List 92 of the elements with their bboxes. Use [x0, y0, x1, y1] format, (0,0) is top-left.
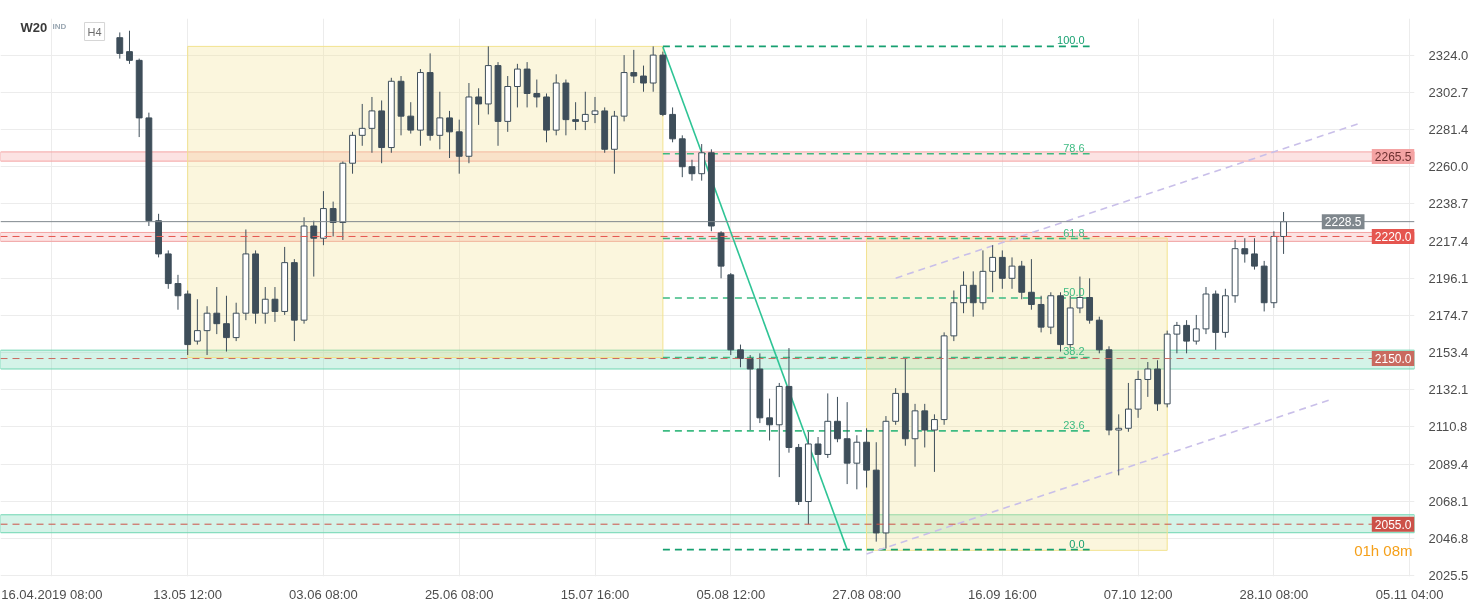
candlestick [1115, 413, 1123, 476]
annotation: H4 [87, 25, 102, 38]
y-tick-label: 2324.0 [1428, 47, 1469, 63]
y-tick-label: 2068.1 [1428, 493, 1469, 509]
y-tick-label: 2174.7 [1428, 307, 1469, 323]
series-label: 0.0 [1069, 537, 1085, 550]
candlestick [998, 249, 1006, 290]
x-tick-label: 15.07 16:00 [560, 586, 630, 602]
candlestick [475, 87, 483, 126]
y-tick-label: 2089.4 [1428, 456, 1469, 472]
candlestick [368, 96, 376, 154]
candlestick [931, 413, 938, 473]
candlestick [1192, 314, 1200, 346]
y-tick-label: 2260.0 [1428, 159, 1469, 175]
candlestick [407, 101, 415, 135]
x-tick-label: 05.11 04:00 [1375, 586, 1444, 602]
candlestick [572, 101, 580, 131]
series-label: 38.2 [1063, 345, 1085, 358]
candlestick [1124, 382, 1132, 433]
ref-line-label: 2150.0 [1374, 352, 1412, 367]
candlestick [591, 96, 599, 124]
candlestick [1008, 256, 1016, 290]
y-tick-label: 2046.8 [1428, 530, 1469, 546]
candlestick [261, 286, 269, 325]
x-tick-label: 27.08 08:00 [832, 586, 901, 602]
candlestick [737, 344, 744, 368]
y-tick-label: 2196.1 [1428, 270, 1469, 286]
band-label: 2265.5 [1374, 150, 1412, 165]
y-tick-label: 2132.1 [1428, 382, 1469, 398]
ref-line-label: 2220.0 [1374, 229, 1412, 244]
x-tick-label: 07.10 12:00 [1103, 586, 1173, 602]
series-label: 100.0 [1057, 34, 1085, 47]
ref-line-label: 2055.0 [1374, 517, 1412, 532]
annotation: IND [52, 21, 67, 31]
candlestick [446, 110, 453, 159]
candlestick [436, 91, 444, 150]
series-label: 78.6 [1063, 141, 1085, 154]
annotation: 01h 08m [1354, 541, 1413, 559]
candlestick [174, 274, 182, 311]
candlestick [960, 270, 967, 314]
x-tick-label: 03.06 08:00 [289, 586, 358, 602]
x-tick-label: 05.08 12:00 [696, 586, 766, 602]
x-tick-label: 16.09 16:00 [967, 586, 1037, 602]
candlestick [1251, 237, 1258, 271]
candlestick [581, 91, 589, 131]
y-tick-label: 2110.8 [1428, 419, 1468, 435]
candlestick [1144, 361, 1152, 398]
candlestick [630, 49, 638, 84]
candlestick [688, 159, 696, 182]
y-tick-label: 2025.5 [1428, 568, 1469, 584]
x-tick-label: 28.10 08:00 [1239, 586, 1309, 602]
y-tick-label: 2302.7 [1428, 84, 1469, 100]
candlestick [814, 436, 822, 471]
series-label: 61.8 [1063, 226, 1085, 239]
chart-title: W20 [20, 19, 48, 35]
ref-line-label: 2228.5 [1324, 215, 1362, 230]
candlestick [271, 286, 279, 323]
candlestick [834, 396, 841, 443]
candlestick [698, 143, 706, 182]
candlestick [533, 79, 541, 108]
candlestick [640, 65, 647, 93]
candlestick [213, 286, 221, 335]
candlestick [1086, 277, 1094, 325]
x-tick-label: 16.04.2019 08:00 [1, 586, 103, 602]
candlestick [223, 295, 230, 353]
candlestick [1028, 258, 1035, 311]
x-tick-label: 25.06 08:00 [424, 586, 494, 602]
y-tick-label: 2238.7 [1428, 196, 1469, 212]
candlestick [989, 244, 997, 293]
y-tick-label: 2153.4 [1428, 345, 1469, 361]
candlestick [853, 434, 861, 490]
candlestick [193, 298, 201, 346]
candlestick [329, 201, 337, 237]
candlestick [1241, 237, 1249, 264]
candlestick [921, 403, 929, 448]
y-tick-label: 2217.4 [1428, 233, 1469, 249]
candlestick [1037, 295, 1045, 333]
candlestick [1173, 321, 1181, 354]
candlestick [203, 305, 211, 356]
candlestick [358, 103, 366, 147]
candlestick [766, 398, 773, 441]
candlestick [514, 63, 521, 108]
y-tick-label: 2281.4 [1428, 121, 1469, 137]
series-label: 23.6 [1063, 418, 1085, 431]
candlestick [746, 354, 754, 431]
x-tick-label: 13.05 12:00 [153, 586, 223, 602]
candlestick [310, 220, 318, 278]
candlestick [116, 31, 124, 60]
candlestick [126, 30, 133, 65]
candlestick [1183, 319, 1190, 354]
candlestick [969, 270, 977, 318]
candlestick [1280, 211, 1287, 255]
